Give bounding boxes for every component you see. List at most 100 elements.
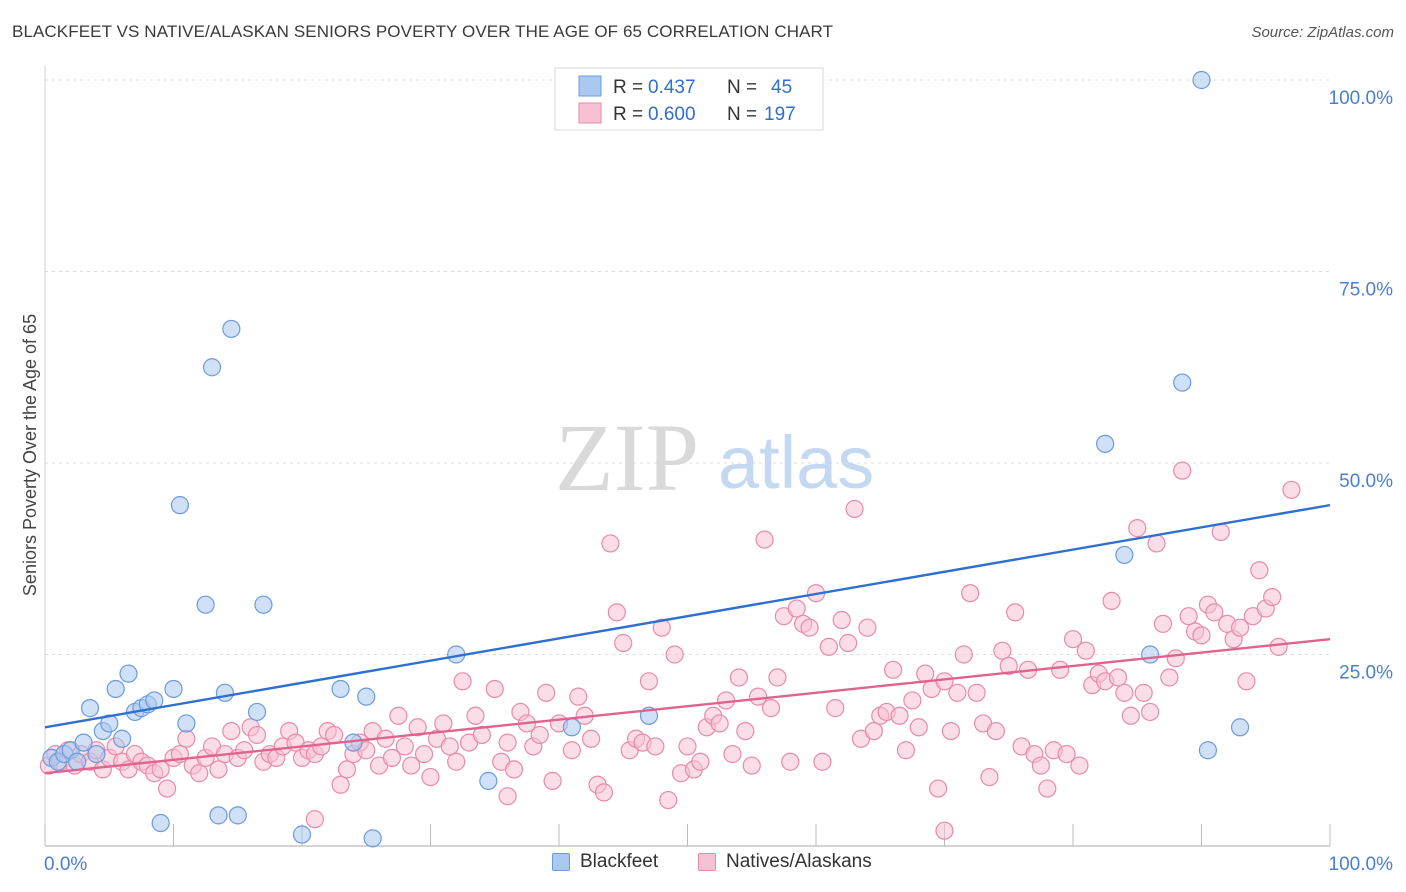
blackfeet-point-27 — [247, 702, 267, 722]
natives-alaskans-point-144 — [980, 767, 999, 787]
natives-alaskans-point-53 — [382, 748, 402, 768]
blackfeet-point-18 — [164, 679, 183, 699]
blackfeet-point-19 — [170, 496, 190, 515]
natives-alaskans-point-120 — [826, 699, 845, 718]
natives-alaskans-point-79 — [562, 741, 581, 760]
source-label: Source: ZipAtlas.com — [1251, 24, 1394, 41]
natives-alaskans-point-129 — [883, 660, 903, 679]
natives-alaskans-point-158 — [1070, 756, 1089, 775]
grid — [45, 79, 1330, 655]
stats-n-label-natives: N = — [727, 104, 757, 125]
natives-alaskans-point-186 — [1250, 561, 1269, 580]
stats-r-value-natives: 0.600 — [648, 104, 696, 125]
natives-alaskans-point-191 — [498, 787, 517, 806]
natives-alaskans-point-57 — [408, 718, 427, 737]
blackfeet-point-23 — [209, 806, 228, 825]
natives-alaskans-point-152 — [1031, 756, 1050, 775]
natives-alaskans-point-70 — [498, 733, 517, 752]
blackfeet-point-38 — [1096, 434, 1115, 453]
blackfeet-point-21 — [196, 595, 215, 614]
watermark-zip: ZIP — [555, 404, 699, 511]
axes — [44, 66, 1331, 847]
natives-alaskans-point-71 — [504, 760, 524, 779]
blackfeet-point-43 — [1198, 741, 1218, 760]
natives-alaskans-point-123 — [845, 499, 864, 519]
natives-alaskans-point-130 — [890, 706, 909, 725]
natives-alaskans-point-157 — [1063, 630, 1083, 649]
blackfeet-point-5 — [74, 733, 93, 752]
natives-alaskans-point-121 — [832, 610, 851, 630]
natives-alaskans-point-125 — [858, 618, 877, 637]
natives-alaskans-point-93 — [652, 618, 671, 637]
natives-alaskans-point-138 — [941, 721, 961, 741]
natives-alaskans-point-113 — [781, 752, 800, 771]
natives-alaskans-point-184 — [1237, 672, 1256, 691]
natives-alaskans-point-64 — [453, 672, 472, 691]
natives-alaskans-point-175 — [1179, 607, 1198, 626]
natives-alaskans-point-118 — [813, 752, 832, 771]
natives-alaskans-point-171 — [1153, 614, 1173, 633]
legend-label-blackfeet: Blackfeet — [580, 851, 659, 872]
natives-alaskans-point-44 — [325, 725, 344, 745]
series-blackfeet — [42, 70, 1250, 848]
natives-alaskans-point-45 — [331, 775, 350, 794]
blackfeet-point-30 — [331, 679, 350, 699]
x-tick-label-max: 100.0% — [1329, 854, 1394, 875]
natives-alaskans-point-91 — [639, 672, 659, 691]
blackfeet-point-26 — [228, 806, 247, 825]
natives-alaskans-point-167 — [1128, 519, 1147, 538]
natives-alaskans-point-141 — [961, 584, 980, 603]
legend-item-blackfeet[interactable]: Blackfeet — [552, 851, 658, 873]
blackfeet-point-32 — [357, 687, 376, 706]
natives-alaskans-point-21 — [177, 729, 196, 748]
blackfeet-point-28 — [254, 595, 273, 614]
blackfeet-point-20 — [177, 714, 196, 733]
stats-r-label-blackfeet: R = — [613, 77, 643, 98]
natives-alaskans-point-174 — [1173, 461, 1192, 480]
natives-alaskans-point-18 — [157, 779, 177, 798]
y-tick-label-3: 100.0% — [1329, 88, 1394, 109]
natives-alaskans-point-26 — [209, 760, 228, 779]
blackfeet-point-9 — [100, 714, 119, 733]
blackfeet-point-40 — [1140, 645, 1160, 664]
natives-alaskans-point-164 — [1108, 668, 1128, 687]
watermark: ZIP atlas — [555, 404, 874, 511]
natives-alaskans-point-110 — [761, 699, 781, 718]
natives-alaskans-point-168 — [1134, 683, 1153, 702]
y-tick-label-1: 50.0% — [1339, 471, 1393, 492]
watermark-atlas: atlas — [718, 421, 874, 504]
blackfeet-point-41 — [1173, 373, 1192, 392]
legend-item-natives-alaskans[interactable]: Natives/Alaskans — [698, 851, 872, 873]
natives-alaskans-point-170 — [1147, 534, 1166, 553]
stats-n-value-natives: 197 — [764, 104, 796, 125]
natives-alaskans-point-173 — [1166, 649, 1185, 668]
stats-legend: R = 0.437 N = 45 R = 0.600 N = 197 — [554, 67, 824, 131]
natives-alaskans-point-116 — [800, 618, 819, 637]
natives-alaskans-point-97 — [678, 737, 697, 756]
natives-alaskans-point-189 — [1269, 637, 1288, 656]
natives-alaskans-point-61 — [434, 714, 453, 733]
natives-alaskans-point-153 — [1038, 779, 1057, 798]
natives-alaskans-point-32 — [247, 725, 267, 745]
y-axis-label: Seniors Poverty Over the Age of 65 — [20, 314, 40, 596]
natives-alaskans-point-114 — [787, 599, 806, 618]
natives-alaskans-point-76 — [537, 683, 556, 702]
x-tick-label-min: 0.0% — [44, 854, 87, 875]
natives-alaskans-point-82 — [582, 729, 601, 748]
natives-alaskans-point-109 — [755, 530, 774, 549]
natives-alaskans-point-58 — [414, 744, 434, 764]
natives-alaskans-point-142 — [967, 683, 986, 702]
natives-alaskans-point-111 — [768, 668, 787, 687]
natives-alaskans-point-155 — [1051, 660, 1070, 679]
blackfeet-point-25 — [222, 319, 241, 339]
natives-alaskans-point-146 — [993, 641, 1012, 660]
blackfeet-point-11 — [112, 729, 132, 748]
natives-alaskans-point-84 — [594, 783, 614, 802]
legend-label-natives-alaskans: Natives/Alaskans — [726, 851, 872, 872]
natives-alaskans-point-46 — [337, 760, 357, 779]
natives-alaskans-point-148 — [1006, 603, 1025, 622]
natives-alaskans-point-163 — [1102, 591, 1121, 610]
natives-alaskans-point-190 — [1282, 480, 1301, 499]
natives-alaskans-point-166 — [1121, 706, 1140, 725]
